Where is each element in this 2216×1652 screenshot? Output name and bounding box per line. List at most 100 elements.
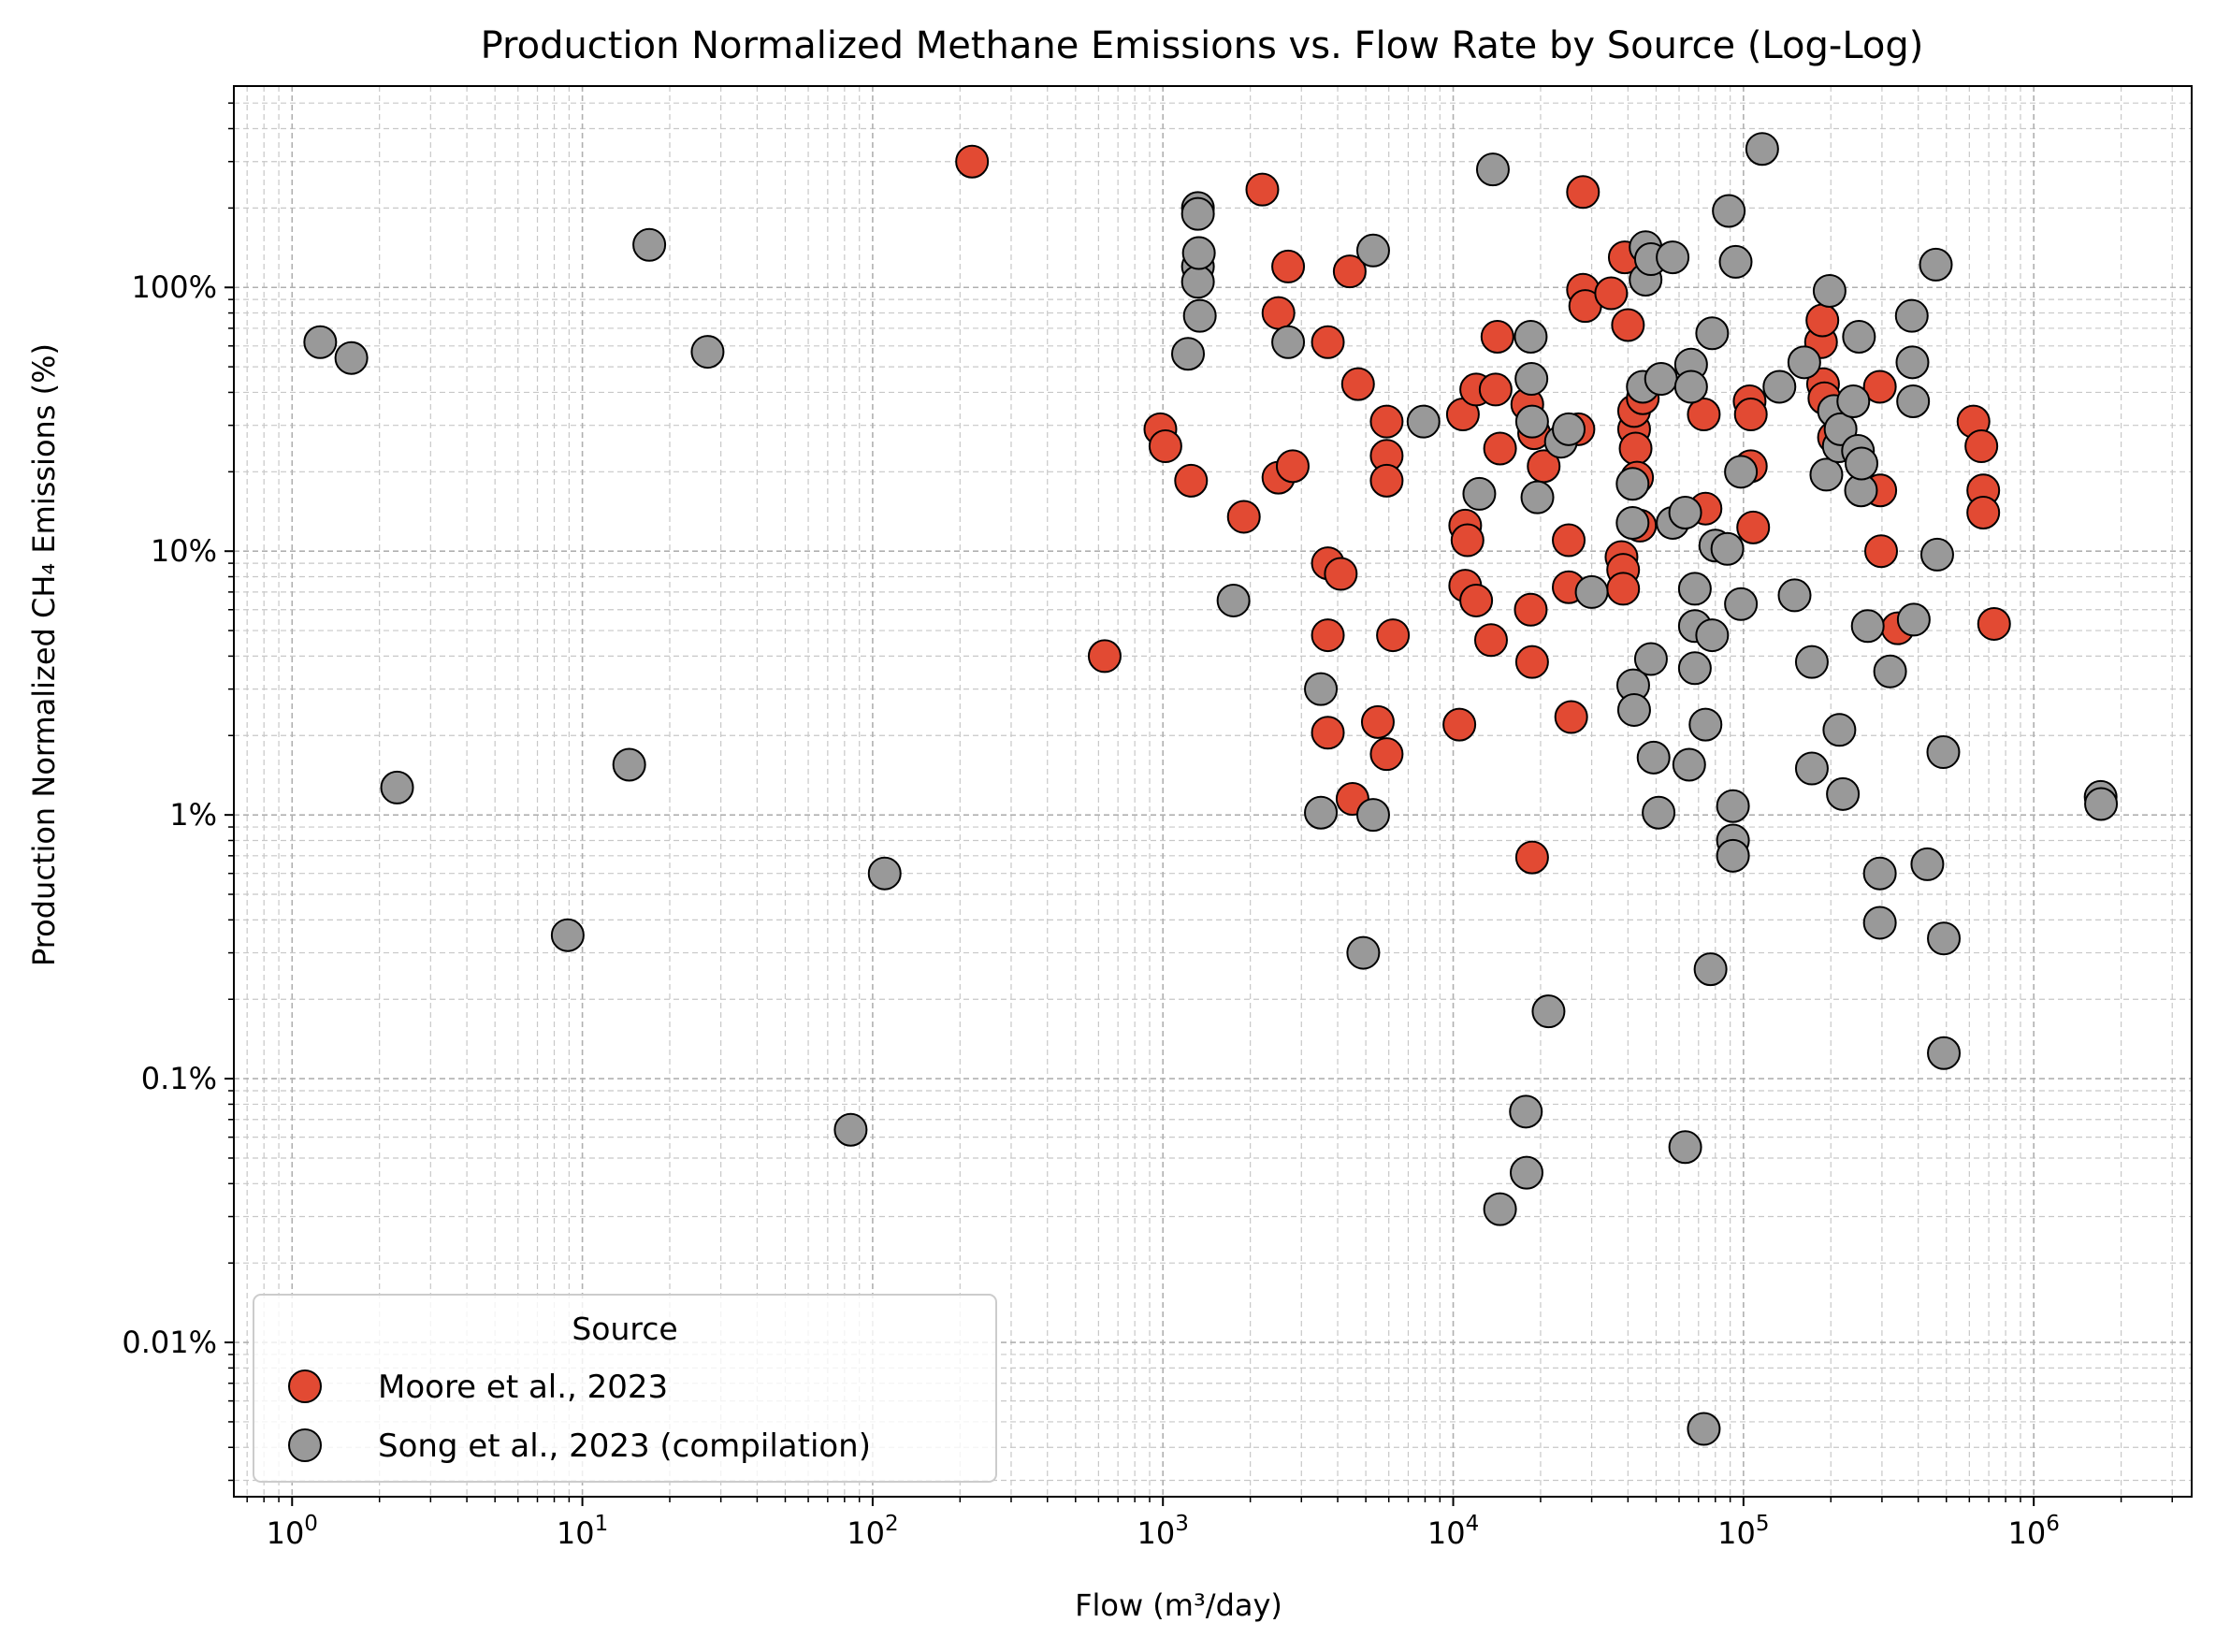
data-point xyxy=(1275,449,1310,484)
data-point xyxy=(380,770,414,804)
x-axis-label: Flow (m³/day) xyxy=(1075,1587,1282,1623)
data-point xyxy=(1845,446,1879,481)
data-point xyxy=(1369,463,1404,498)
data-point xyxy=(1862,370,1897,404)
data-point xyxy=(1346,935,1381,970)
data-point xyxy=(1687,398,1721,432)
data-point xyxy=(1644,362,1678,397)
data-point xyxy=(1406,404,1441,439)
data-point xyxy=(1615,505,1650,540)
x-tick-label: 101 xyxy=(557,1512,608,1551)
data-point xyxy=(1822,713,1857,747)
legend-label-song: Song et al., 2023 (compilation) xyxy=(378,1427,871,1465)
legend-label-moore: Moore et al., 2023 xyxy=(378,1369,668,1406)
data-point xyxy=(1896,384,1931,418)
data-point xyxy=(1450,523,1485,558)
data-point xyxy=(1574,574,1609,609)
y-axis: 0.01% 0.1% 1% 10% 100% xyxy=(122,102,234,1482)
data-point xyxy=(1836,384,1871,418)
data-point xyxy=(1531,994,1566,1029)
data-point xyxy=(1509,1155,1543,1190)
x-tick-label: 100 xyxy=(267,1512,318,1551)
data-point xyxy=(1324,557,1358,591)
data-point xyxy=(1442,707,1477,742)
data-point xyxy=(1226,500,1261,534)
data-point xyxy=(1514,592,1548,627)
data-point xyxy=(1304,795,1339,830)
data-point xyxy=(1688,707,1723,742)
y-tick-label: 100% xyxy=(132,269,217,305)
data-point xyxy=(1787,345,1821,380)
data-point xyxy=(1794,751,1829,786)
data-point xyxy=(1606,572,1641,606)
data-point xyxy=(1180,196,1215,231)
data-point xyxy=(1864,534,1899,569)
data-point xyxy=(1805,303,1840,338)
data-point xyxy=(1514,840,1549,875)
data-point xyxy=(1376,618,1411,653)
data-point xyxy=(1712,194,1746,228)
data-point xyxy=(1862,906,1897,940)
data-point xyxy=(1896,602,1931,637)
x-axis: 100 101 102 103 104 105 106 xyxy=(246,1497,2173,1551)
data-point xyxy=(1842,319,1876,354)
data-point xyxy=(1966,495,2001,529)
data-point xyxy=(1369,404,1404,439)
data-point xyxy=(1826,776,1861,811)
data-point xyxy=(1182,298,1217,333)
data-point xyxy=(1616,692,1651,727)
x-tick-label: 105 xyxy=(1717,1512,1769,1551)
data-point xyxy=(1862,856,1897,891)
data-point xyxy=(1736,510,1771,544)
data-point xyxy=(1475,152,1510,187)
data-point xyxy=(1777,578,1812,613)
data-point xyxy=(1480,319,1514,354)
data-point xyxy=(1311,618,1345,653)
data-point xyxy=(1910,847,1945,881)
data-point xyxy=(1677,651,1712,686)
data-point xyxy=(1483,1192,1517,1226)
data-point xyxy=(1087,639,1122,674)
x-tick-label: 104 xyxy=(1427,1512,1479,1551)
data-point xyxy=(1514,404,1549,439)
data-point xyxy=(1355,798,1390,833)
data-point xyxy=(690,335,725,370)
data-point xyxy=(1668,1130,1702,1165)
data-point xyxy=(1180,265,1215,299)
series-song xyxy=(303,132,2119,1446)
data-point xyxy=(1311,325,1345,359)
data-point xyxy=(867,856,902,891)
data-point xyxy=(1615,467,1650,501)
data-point xyxy=(1673,370,1708,404)
data-point xyxy=(1850,609,1885,644)
data-point xyxy=(1514,645,1549,679)
plot-frame xyxy=(233,85,2193,1498)
data-point xyxy=(1332,254,1367,289)
data-point xyxy=(1271,325,1306,359)
data-point xyxy=(1462,476,1497,511)
x-tick-label: 102 xyxy=(847,1512,898,1551)
plot-background xyxy=(234,86,2192,1497)
data-point xyxy=(1514,362,1549,397)
data-point xyxy=(2084,787,2119,821)
data-point xyxy=(1724,455,1759,489)
data-point xyxy=(1919,537,1954,572)
data-point xyxy=(1716,789,1750,823)
data-point xyxy=(1148,429,1182,464)
legend-title: Source xyxy=(572,1311,677,1347)
data-point xyxy=(1894,298,1929,333)
data-point xyxy=(1594,276,1629,311)
data-point xyxy=(1745,132,1779,167)
data-point xyxy=(1473,623,1508,658)
y-tick-label: 10% xyxy=(151,533,217,569)
y-tick-label: 0.01% xyxy=(122,1325,217,1360)
data-points xyxy=(303,132,2119,1446)
data-point xyxy=(1977,606,2011,641)
data-point xyxy=(1483,431,1517,466)
data-point xyxy=(1181,236,1216,270)
data-point xyxy=(1566,175,1600,210)
data-point xyxy=(1895,345,1930,380)
data-point xyxy=(1216,583,1251,617)
data-point xyxy=(1369,737,1404,772)
data-point xyxy=(1716,838,1750,873)
